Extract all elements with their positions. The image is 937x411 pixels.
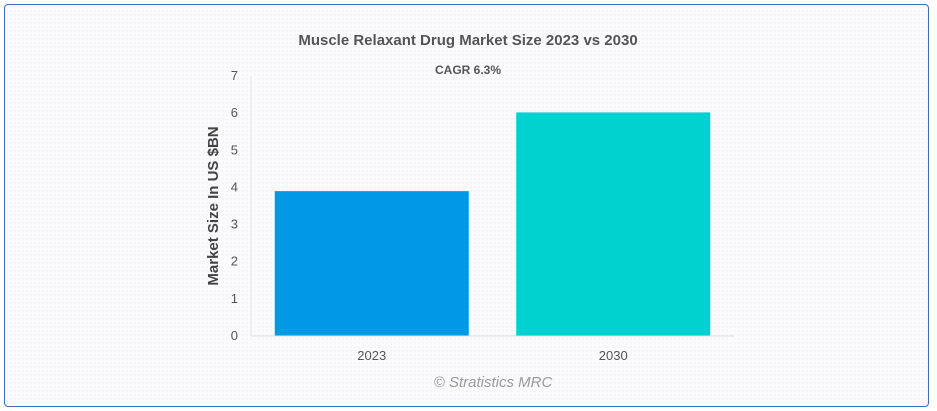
y-tick-label: 1 <box>231 291 238 306</box>
chart-subtitle: CAGR 6.3% <box>435 63 501 77</box>
bar-2023[interactable] <box>274 191 469 336</box>
y-axis-label: Market Size In US $BN <box>205 126 222 285</box>
bar-2030[interactable] <box>516 112 711 337</box>
bars <box>274 112 711 337</box>
credit-text: © Stratistics MRC <box>434 374 553 391</box>
y-tick-label: 3 <box>231 217 238 232</box>
x-axis: 2023 2030 <box>251 335 734 363</box>
x-tick-label: 2030 <box>599 348 628 363</box>
y-tick-label: 6 <box>231 105 238 120</box>
y-tick-label: 5 <box>231 142 238 157</box>
chart-title: Muscle Relaxant Drug Market Size 2023 vs… <box>298 32 637 49</box>
y-tick-label: 4 <box>231 179 238 194</box>
x-tick-label: 2023 <box>357 348 386 363</box>
y-axis: 0 1 2 3 4 5 6 7 <box>231 68 252 343</box>
y-tick-label: 0 <box>231 328 238 343</box>
y-tick-label: 7 <box>231 68 238 83</box>
y-tick-label: 2 <box>231 254 238 269</box>
